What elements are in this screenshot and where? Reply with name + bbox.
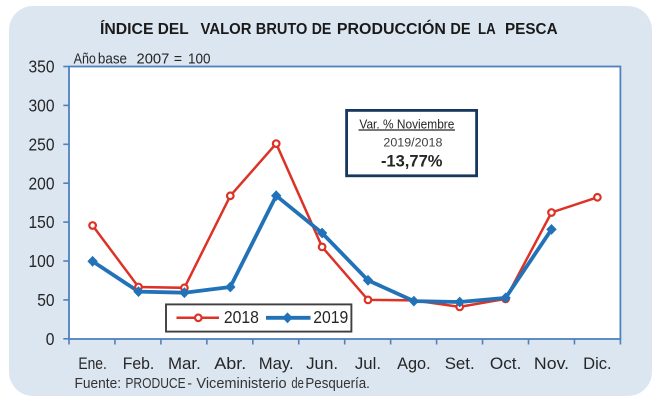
svg-text:50: 50 xyxy=(37,290,54,310)
svg-text:Ago.: Ago. xyxy=(397,354,431,373)
svg-text:200: 200 xyxy=(29,173,55,193)
svg-text:Viceministerio: Viceministerio xyxy=(196,376,286,392)
svg-text:0: 0 xyxy=(46,329,55,349)
svg-text:Año: Año xyxy=(74,52,96,68)
svg-text:LA: LA xyxy=(478,21,496,38)
svg-text:Ene.: Ene. xyxy=(78,354,107,373)
svg-text:Jul.: Jul. xyxy=(355,354,381,373)
svg-text:250: 250 xyxy=(29,134,55,154)
svg-text:Abr.: Abr. xyxy=(214,354,246,373)
svg-text:Mar.: Mar. xyxy=(168,354,201,373)
svg-text:BRUTO: BRUTO xyxy=(256,21,308,38)
svg-text:VALOR: VALOR xyxy=(201,21,252,38)
svg-text:base: base xyxy=(98,52,127,68)
svg-text:Pesquería.: Pesquería. xyxy=(305,376,370,392)
svg-text:de: de xyxy=(291,376,304,392)
svg-text:DE: DE xyxy=(312,21,332,38)
svg-text:May.: May. xyxy=(259,354,294,373)
svg-text:Fuente:: Fuente: xyxy=(75,376,122,392)
svg-text:Nov.: Nov. xyxy=(534,354,569,373)
svg-text:Oct.: Oct. xyxy=(490,354,522,373)
svg-text:Feb.: Feb. xyxy=(123,354,155,373)
svg-text:Dic.: Dic. xyxy=(583,354,612,373)
svg-text:Jun.: Jun. xyxy=(306,354,338,373)
svg-text:DE: DE xyxy=(450,21,470,38)
svg-text:PESCA: PESCA xyxy=(505,21,558,38)
svg-text:=: = xyxy=(174,52,182,68)
svg-text:PRODUCCIÓN: PRODUCCIÓN xyxy=(337,20,446,38)
svg-text:300: 300 xyxy=(29,96,55,116)
svg-text:2019/2018: 2019/2018 xyxy=(383,136,442,150)
svg-text:DEL: DEL xyxy=(158,21,189,38)
svg-text:100: 100 xyxy=(29,251,55,271)
svg-text:ÍNDICE: ÍNDICE xyxy=(100,21,154,38)
svg-text:2018: 2018 xyxy=(224,307,259,327)
svg-text:-: - xyxy=(187,376,192,392)
svg-text:-13,77%: -13,77% xyxy=(381,151,443,170)
svg-text:150: 150 xyxy=(29,212,55,232)
svg-text:Var. % Noviembre: Var. % Noviembre xyxy=(359,116,454,131)
svg-text:2019: 2019 xyxy=(313,307,348,327)
svg-text:100: 100 xyxy=(188,52,211,68)
svg-text:2007: 2007 xyxy=(137,52,170,68)
svg-text:PRODUCE: PRODUCE xyxy=(125,376,186,392)
svg-text:Set.: Set. xyxy=(445,354,475,373)
svg-text:350: 350 xyxy=(29,57,55,77)
